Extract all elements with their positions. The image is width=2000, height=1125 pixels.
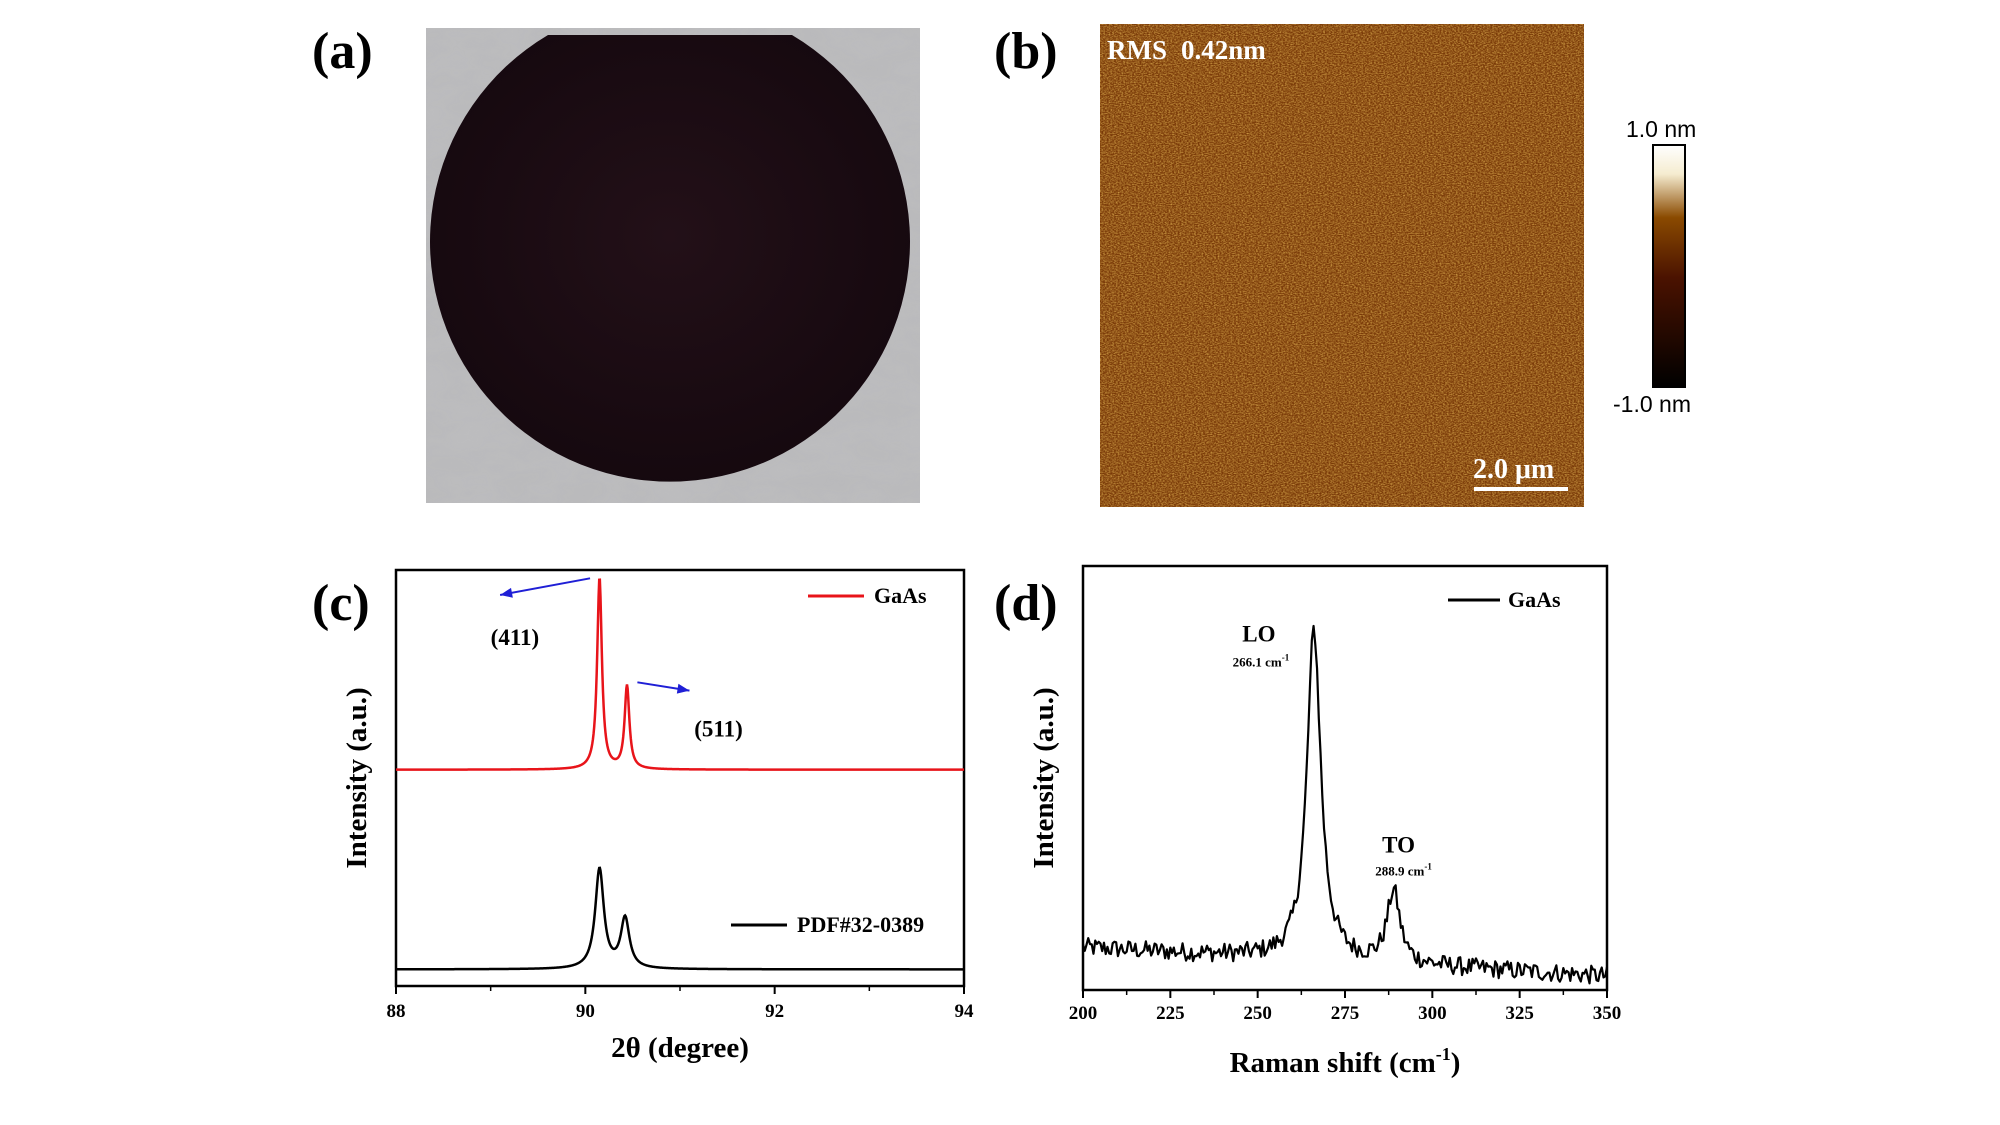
wafer-disc xyxy=(430,35,910,482)
peak-411-label: (411) xyxy=(491,625,540,650)
rms-label: RMS 0.42nm xyxy=(1107,35,1266,65)
lo-wavenumber: 266.1 cm-1 xyxy=(1233,652,1290,669)
colorbar-min-label: -1.0 nm xyxy=(1613,391,1691,417)
peak-arrow-head xyxy=(676,683,690,694)
peak-arrow-1 xyxy=(637,681,690,694)
peak-arrow-head xyxy=(500,587,513,598)
colorbar-gradient xyxy=(1652,144,1686,388)
afm-image: RMS 0.42nm 2.0 μm xyxy=(1100,24,1584,507)
chart-d-legend-gaas: GaAs xyxy=(1448,587,1561,612)
wafer-photo xyxy=(426,28,920,503)
legend-gaas-label: GaAs xyxy=(874,583,927,608)
to-annotation: TO 288.9 cm-1 xyxy=(1375,832,1432,878)
chart-d: 200 225 250 275 300 325 350 LO 266.1 cm-1 TO 2… xyxy=(1028,564,1622,1079)
to-wavenumber: 288.9 cm-1 xyxy=(1375,861,1432,878)
lo-annotation: LO 266.1 cm-1 xyxy=(1233,621,1290,669)
colorbar-max-label: 1.0 nm xyxy=(1626,116,1696,142)
panel-d-label: (d) xyxy=(994,575,1058,632)
chart-d-xtick-label: 250 xyxy=(1243,1003,1272,1024)
chart-c-xtick-label: 88 xyxy=(387,1001,406,1022)
chart-c-legend-gaas: GaAs xyxy=(808,583,927,608)
colorbar: 1.0 nm -1.0 nm xyxy=(1613,116,1696,417)
chart-d-xtick-label: 350 xyxy=(1593,1003,1622,1024)
chart-d-ylabel: Intensity (a.u.) xyxy=(1028,687,1060,868)
chart-c-xtick-label: 92 xyxy=(765,1001,784,1022)
panel-b-label: (b) xyxy=(994,23,1058,80)
chart-d-xtick-label: 325 xyxy=(1505,1003,1534,1024)
peak-arrow-shaft xyxy=(499,577,591,596)
chart-d-frame xyxy=(1081,564,1609,992)
panel-c-label: (c) xyxy=(312,575,370,632)
chart-c-xlabel: 2θ (degree) xyxy=(611,1032,749,1064)
chart-d-xlabel: Raman shift (cm-1) xyxy=(1230,1044,1461,1079)
chart-d-xtick-label: 300 xyxy=(1418,1003,1447,1024)
chart-c-xtick-label: 94 xyxy=(955,1001,975,1022)
chart-c-legend-pdf: PDF#32-0389 xyxy=(731,912,924,937)
peak-511-label: (511) xyxy=(694,716,743,741)
chart-c-series-1 xyxy=(396,866,964,971)
chart-d-xtick-label: 200 xyxy=(1069,1003,1098,1024)
panel-a-label: (a) xyxy=(312,23,373,80)
chart-c-ylabel: Intensity (a.u.) xyxy=(341,687,373,868)
chart-c-xtick-label: 90 xyxy=(576,1001,595,1022)
legend-gaas-label-d: GaAs xyxy=(1508,587,1561,612)
chart-d-xtick-label: 275 xyxy=(1331,1003,1360,1024)
to-label: TO xyxy=(1382,832,1415,857)
peak-arrow-0 xyxy=(499,577,591,598)
scale-bar-label: 2.0 μm xyxy=(1473,454,1554,485)
chart-d-series-0 xyxy=(1081,624,1609,985)
chart-c: 88 90 92 94 (411) (511) GaAs PDF#32-0389 2θ… xyxy=(341,568,975,1064)
lo-label: LO xyxy=(1242,621,1275,646)
legend-pdf-label: PDF#32-0389 xyxy=(797,912,924,937)
chart-d-xtick-label: 225 xyxy=(1156,1003,1185,1024)
chart-c-series-0 xyxy=(396,578,964,771)
